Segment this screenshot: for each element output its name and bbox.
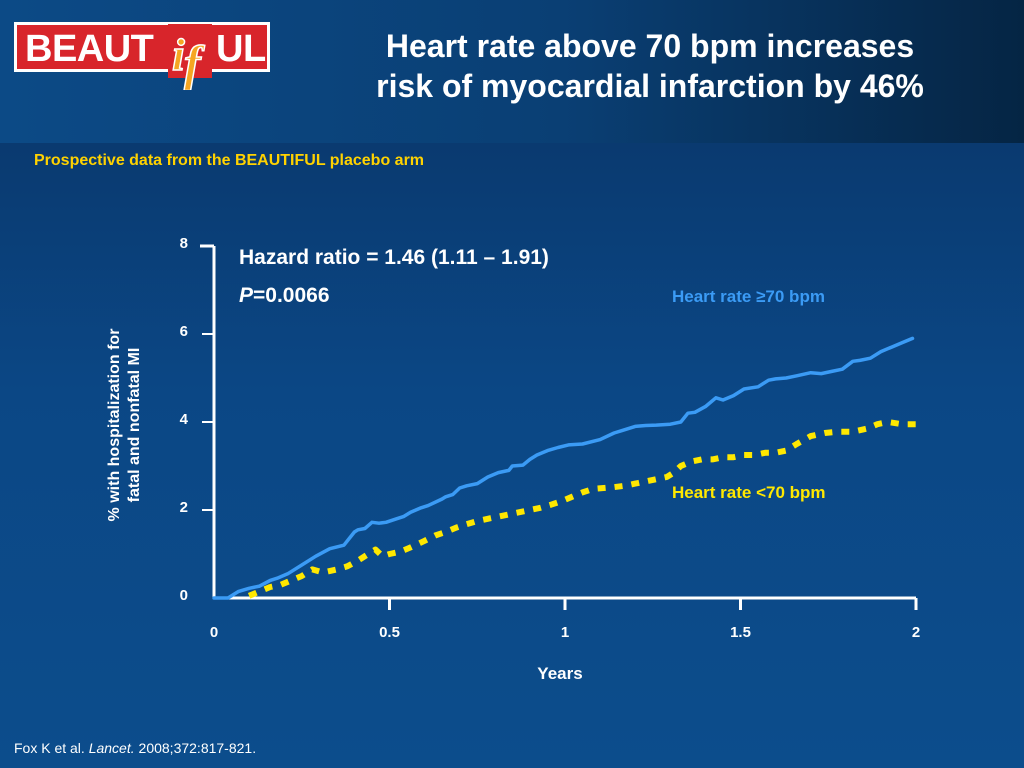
y-tick-label: 2 xyxy=(180,499,188,516)
reference-authors: Fox K et al. xyxy=(14,740,85,756)
reference: Fox K et al. Lancet. 2008;372:817-821. xyxy=(14,740,256,756)
series-line-low-hr xyxy=(247,419,916,599)
series-label-high: Heart rate ≥70 bpm xyxy=(672,287,825,306)
title-line-2: risk of myocardial infarction by 46% xyxy=(376,68,924,104)
y-tick-label: 6 xyxy=(180,323,188,340)
p-label: P xyxy=(239,284,254,307)
logo-text-right: UL xyxy=(216,28,266,70)
svg-text:f: f xyxy=(184,35,205,90)
p-value-text: P=0.0066 xyxy=(239,284,330,308)
y-axis-label-line-2: fatal and nonfatal MI xyxy=(126,347,143,503)
slide-background xyxy=(0,143,1024,768)
y-axis-label: % with hospitalization for fatal and non… xyxy=(105,329,145,522)
x-axis-label: Years xyxy=(537,664,583,683)
x-tick-label: 0 xyxy=(210,624,218,641)
chart-series xyxy=(212,336,916,600)
p-value: =0.0066 xyxy=(253,284,330,307)
logo-text-left: BEAUT xyxy=(25,28,154,70)
x-tick-label: 0.5 xyxy=(379,624,400,641)
chart-axes: 0 2 4 6 8 0 0.5 1 1.5 2 xyxy=(180,235,921,641)
slide-title: Heart rate above 70 bpm increases risk o… xyxy=(300,26,1000,106)
y-axis-label-line-1: % with hospitalization for xyxy=(106,328,123,522)
beautiful-logo: BEAUT UL xyxy=(14,22,270,72)
series-label-low: Heart rate <70 bpm xyxy=(672,483,826,502)
series-line-high-hr xyxy=(212,336,915,600)
y-tick-label: 4 xyxy=(180,411,189,428)
x-tick-label: 2 xyxy=(912,624,920,641)
subtitle: Prospective data from the BEAUTIFUL plac… xyxy=(34,152,425,169)
y-tick-label: 0 xyxy=(180,587,188,604)
reference-citation: 2008;372:817-821. xyxy=(138,740,257,756)
title-line-1: Heart rate above 70 bpm increases xyxy=(385,28,915,64)
reference-journal: Lancet. xyxy=(88,740,135,756)
svg-text:i: i xyxy=(172,29,185,80)
y-tick-label: 8 xyxy=(180,235,188,252)
x-tick-label: 1.5 xyxy=(730,624,751,641)
hazard-ratio-text: Hazard ratio = 1.46 (1.11 – 1.91) xyxy=(239,246,549,269)
logo-if-mark: i f xyxy=(168,24,212,90)
x-tick-label: 1 xyxy=(561,624,569,641)
